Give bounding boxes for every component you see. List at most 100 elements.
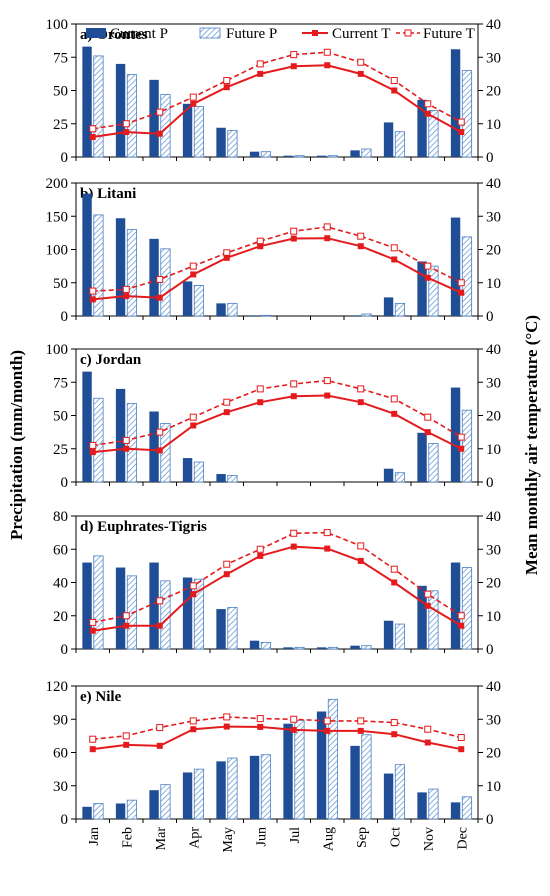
bar-current-p [249, 151, 260, 157]
bar-current-p [383, 468, 394, 482]
y-tick-label-left: 0 [61, 812, 69, 828]
marker-future-t [256, 545, 264, 553]
bar-future-p [361, 645, 372, 650]
bar-current-p [149, 79, 159, 157]
marker-future-t [323, 377, 331, 385]
y-tick-label-right: 40 [486, 509, 501, 525]
y-tick-label-right: 40 [486, 17, 501, 33]
y-tick-label-left: 50 [53, 84, 68, 100]
marker-future-t [424, 590, 432, 598]
y-tick-label-left: 50 [53, 409, 68, 425]
marker-current-t [89, 449, 96, 456]
marker-future-t [122, 285, 130, 293]
marker-future-t [290, 51, 298, 59]
panel-3: 0 20 40 60 80 0 10 20 30 40 d) Euphrates-Tigris [53, 509, 501, 658]
bar-future-p [93, 555, 104, 650]
y-tick-label-left: 40 [53, 576, 68, 592]
bar-current-p [417, 585, 427, 649]
line-future-t [92, 531, 462, 624]
y-tick-label-right: 30 [486, 712, 501, 728]
marker-future-t [390, 244, 398, 252]
marker-current-t [391, 731, 398, 738]
marker-current-t [424, 602, 431, 609]
marker-current-t [123, 622, 130, 629]
marker-current-t [156, 742, 163, 749]
marker-current-t [424, 429, 431, 436]
y-tick-label-right: 40 [486, 679, 501, 695]
bar-future-p [394, 302, 406, 317]
bar-current-p [350, 645, 360, 649]
month-label: Jul [288, 827, 303, 843]
marker-future-t [290, 227, 298, 235]
marker-current-t [458, 445, 465, 452]
marker-current-t [391, 579, 398, 586]
month-label: Apr [187, 827, 202, 849]
bar-future-p [361, 148, 372, 158]
bar-future-p [394, 623, 406, 650]
bar-future-p [193, 106, 205, 158]
bar-current-p [383, 620, 394, 649]
legend-swatch-future-p [199, 27, 221, 39]
y-tick-label-right: 0 [486, 812, 494, 828]
marker-future-t [457, 612, 465, 620]
line-current-t [92, 64, 462, 139]
marker-current-t [123, 445, 130, 452]
marker-current-t [324, 727, 331, 734]
marker-current-t [458, 289, 465, 296]
bar-future-p [93, 214, 104, 317]
bar-current-p [216, 609, 226, 649]
y-tick-label-right: 20 [486, 84, 501, 100]
bar-current-p [216, 303, 226, 316]
panel-title: e) Nile [80, 689, 122, 705]
bar-current-p [383, 297, 394, 316]
bar-future-p [160, 784, 171, 820]
bar-current-p [149, 411, 159, 482]
bar-current-p [182, 281, 193, 316]
marker-current-t [190, 271, 197, 278]
month-label: Dec [455, 827, 470, 850]
y-tick-label-left: 25 [53, 442, 68, 458]
bar-future-p [394, 131, 406, 158]
bar-future-p [126, 74, 138, 158]
marker-future-t [357, 58, 365, 66]
bar-future-p [260, 641, 272, 650]
marker-future-t [89, 735, 97, 743]
bar-current-p [149, 790, 159, 819]
bar-future-p [126, 229, 138, 317]
bar-current-p [283, 647, 293, 649]
bar-current-p [316, 647, 327, 649]
bar-current-p [82, 806, 92, 819]
bar-future-p [361, 734, 372, 820]
bar-current-p [383, 122, 394, 157]
marker-current-t [123, 293, 130, 300]
marker-current-t [190, 591, 197, 598]
bar-current-p [417, 432, 427, 482]
marker-current-t [391, 410, 398, 417]
bar-future-p [428, 110, 439, 158]
marker-current-t [290, 543, 297, 550]
y-tick-label-left: 0 [61, 150, 69, 166]
line-current-t [92, 545, 462, 632]
y-tick-label-left: 0 [61, 475, 69, 491]
bar-future-p [461, 236, 473, 317]
bar-future-p [227, 474, 238, 483]
marker-current-t [257, 723, 264, 730]
marker-current-t [156, 447, 163, 454]
y-tick-label-right: 30 [486, 209, 501, 225]
marker-current-t [89, 134, 96, 141]
marker-future-t [390, 395, 398, 403]
bar-future-p [461, 70, 473, 158]
y-tick-label-left: 100 [46, 342, 69, 358]
bar-future-p [428, 590, 439, 650]
marker-current-t [391, 87, 398, 94]
marker-current-t [257, 70, 264, 77]
marker-future-t [223, 398, 231, 406]
marker-current-t [424, 110, 431, 117]
legend-marker-current-t [312, 30, 318, 36]
bar-future-p [327, 155, 339, 158]
y-tick-label-right: 40 [486, 342, 501, 358]
bar-current-p [316, 155, 327, 157]
marker-future-t [189, 582, 197, 590]
y-tick-label-left: 120 [46, 679, 69, 695]
bar-future-p [193, 578, 205, 650]
